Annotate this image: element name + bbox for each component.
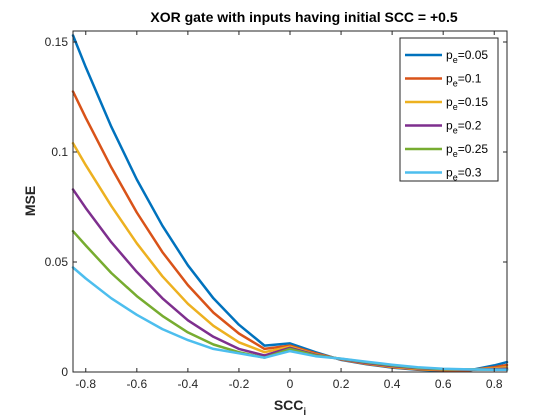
x-tick-label: 0.6 xyxy=(435,377,452,391)
legend-label-3: pe=0.15 xyxy=(446,95,488,112)
x-tick-label: 0.2 xyxy=(333,377,350,391)
x-axis-label-sub: i xyxy=(303,407,306,418)
chart-title: XOR gate with inputs having initial SCC … xyxy=(150,9,457,25)
x-axis-label: SCCi xyxy=(274,397,307,418)
legend-box xyxy=(399,37,499,182)
y-tick-label: 0.1 xyxy=(51,145,68,159)
x-tick-label: 0 xyxy=(287,377,294,391)
y-tick-label: 0 xyxy=(61,365,68,379)
y-axis-label: MSE xyxy=(22,186,38,216)
x-tick-label: -0.2 xyxy=(229,377,250,391)
x-tick-label: -0.6 xyxy=(126,377,147,391)
x-tick-label: -0.8 xyxy=(75,377,96,391)
legend: pe=0.05 pe=0.1 pe=0.15 pe=0.2 pe=0.25 pe=0.3 xyxy=(399,37,499,183)
x-axis-label-main: SCC xyxy=(274,397,304,413)
legend-label-4: pe=0.2 xyxy=(446,119,482,136)
x-tick-label: 0.8 xyxy=(486,377,503,391)
axis-ticks: -0.8 -0.6 -0.4 -0.2 0 0.2 0.4 0.6 0.8 0 0.05 0.1 0.1… xyxy=(45,31,507,391)
y-tick-label: 0.15 xyxy=(45,35,69,49)
y-tick-label: 0.05 xyxy=(45,255,69,269)
x-tick-label: -0.4 xyxy=(178,377,199,391)
legend-label-6: pe=0.3 xyxy=(446,166,482,183)
legend-label-1: pe=0.05 xyxy=(446,48,488,65)
x-tick-label: 0.4 xyxy=(384,377,401,391)
legend-label-5: pe=0.25 xyxy=(446,142,488,159)
legend-label-2: pe=0.1 xyxy=(446,72,482,89)
legend-items: pe=0.05 pe=0.1 pe=0.15 pe=0.2 pe=0.25 pe=0.3 xyxy=(405,48,488,183)
